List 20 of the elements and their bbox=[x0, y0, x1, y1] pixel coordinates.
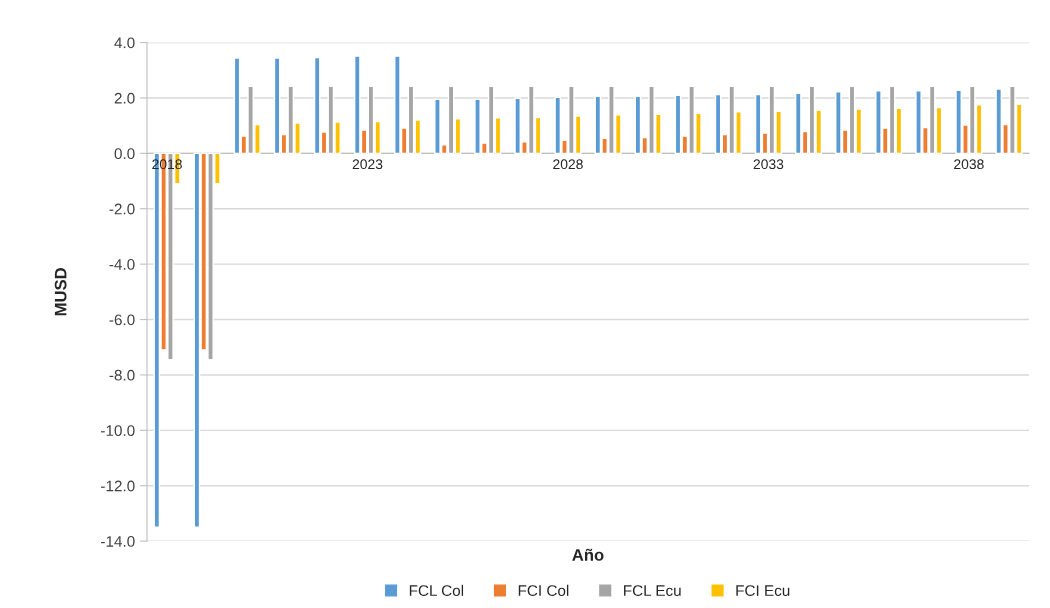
y-tick-label: -2.0 bbox=[109, 203, 135, 215]
y-tick-label: -10.0 bbox=[101, 425, 135, 437]
legend-label: FCI Ecu bbox=[736, 585, 790, 597]
x-tick-label: 2033 bbox=[753, 159, 784, 170]
y-tick-label: -6.0 bbox=[109, 314, 135, 326]
y-tick-label: -4.0 bbox=[109, 259, 135, 270]
x-tick-label: 2038 bbox=[954, 159, 984, 170]
legend-label: FCI Col bbox=[518, 584, 569, 597]
legend-label: FCL Col bbox=[409, 584, 464, 597]
y-tick-label: -12.0 bbox=[101, 480, 135, 492]
y-tick-label: -14.0 bbox=[101, 535, 135, 547]
y-tick-label: 4.0 bbox=[114, 37, 135, 49]
x-tick-label: 2028 bbox=[553, 159, 583, 170]
x-tick-label: 2023 bbox=[352, 159, 383, 170]
y-tick-label: 2.0 bbox=[114, 92, 135, 104]
legend-label: FCL Ecu bbox=[624, 585, 681, 597]
y-axis-title: MUSD bbox=[54, 268, 67, 316]
x-axis-title: Año bbox=[572, 548, 604, 561]
y-tick-label: 0.0 bbox=[114, 148, 135, 160]
y-tick-label: -8.0 bbox=[109, 369, 135, 381]
